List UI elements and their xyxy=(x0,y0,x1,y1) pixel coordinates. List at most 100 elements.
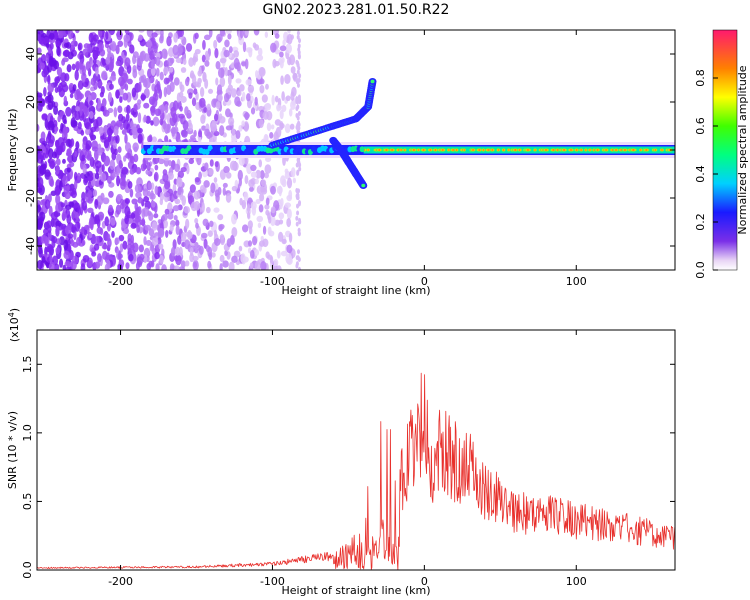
noise-speckle xyxy=(216,84,223,95)
noise-speckle xyxy=(284,168,289,174)
noise-speckle xyxy=(186,164,190,175)
noise-speckle xyxy=(278,219,284,225)
noise-speckle xyxy=(247,84,255,93)
noise-speckle xyxy=(154,83,161,94)
noise-speckle xyxy=(183,206,190,214)
noise-speckle xyxy=(172,113,178,124)
noise-speckle xyxy=(188,57,194,67)
noise-column-speckle xyxy=(298,219,302,225)
spectrogram-x-label: Height of straight line (km) xyxy=(281,284,430,297)
noise-speckle xyxy=(81,191,86,202)
noise-speckle xyxy=(77,80,84,90)
noise-column-speckle xyxy=(297,231,301,237)
noise-speckle xyxy=(244,58,249,70)
noise-speckle xyxy=(117,105,123,113)
noise-speckle xyxy=(203,180,210,188)
noise-speckle xyxy=(199,184,206,193)
noise-column-speckle xyxy=(297,159,301,165)
noise-speckle xyxy=(61,59,66,66)
noise-speckle xyxy=(137,133,143,144)
noise-speckle xyxy=(120,181,126,190)
noise-speckle xyxy=(228,261,235,270)
noise-speckle xyxy=(153,173,158,181)
noise-speckle xyxy=(94,214,100,222)
noise-speckle xyxy=(236,100,242,107)
noise-speckle xyxy=(284,123,291,134)
noise-speckle xyxy=(213,207,220,213)
noise-speckle xyxy=(57,30,64,39)
noise-speckle xyxy=(250,201,257,210)
noise-speckle xyxy=(138,81,142,93)
noise-speckle xyxy=(200,114,206,125)
noise-speckle xyxy=(215,77,219,86)
figure-title: GN02.2023.281.01.50.R22 xyxy=(263,2,450,18)
carrier-peak-dot xyxy=(587,148,593,152)
noise-speckle xyxy=(38,211,46,222)
carrier-blob xyxy=(359,146,365,153)
carrier-peak-dot xyxy=(416,148,421,152)
noise-speckle xyxy=(123,34,131,43)
noise-speckle xyxy=(256,54,264,61)
noise-speckle xyxy=(233,57,240,69)
noise-speckle xyxy=(241,91,246,102)
noise-speckle xyxy=(82,254,90,263)
noise-speckle xyxy=(290,100,296,110)
noise-speckle xyxy=(216,33,223,43)
noise-speckle xyxy=(254,44,260,51)
noise-speckle xyxy=(115,204,122,215)
noise-speckle xyxy=(160,30,164,38)
carrier-peak-dot xyxy=(629,148,638,152)
noise-speckle xyxy=(45,53,49,62)
carrier-peak-dot xyxy=(481,148,486,152)
noise-speckle xyxy=(258,119,264,128)
noise-speckle xyxy=(281,57,285,64)
noise-speckle xyxy=(74,69,79,81)
noise-speckle xyxy=(107,127,113,137)
noise-speckle xyxy=(107,91,112,103)
noise-speckle xyxy=(151,59,155,69)
noise-speckle xyxy=(246,203,251,213)
noise-speckle xyxy=(188,231,193,239)
noise-speckle xyxy=(222,260,229,268)
noise-speckle xyxy=(180,67,187,73)
carrier-peak-dot xyxy=(642,148,650,152)
noise-speckle xyxy=(201,65,205,72)
noise-speckle xyxy=(155,67,160,77)
noise-speckle xyxy=(288,232,293,243)
snr-x-tick-label: -100 xyxy=(260,575,285,588)
noise-speckle xyxy=(86,175,94,182)
noise-speckle xyxy=(248,226,253,235)
noise-speckle xyxy=(88,46,93,54)
noise-speckle xyxy=(62,175,69,185)
noise-speckle xyxy=(97,147,103,156)
noise-speckle xyxy=(219,254,225,263)
noise-speckle xyxy=(87,153,92,160)
noise-speckle xyxy=(188,92,193,99)
noise-speckle xyxy=(227,33,232,40)
noise-speckle xyxy=(74,110,81,121)
noise-speckle xyxy=(91,251,97,257)
noise-speckle xyxy=(60,223,67,230)
carrier-peak-dot xyxy=(439,148,446,152)
noise-speckle xyxy=(201,201,205,213)
noise-speckle xyxy=(281,91,285,102)
spectrogram-y-label: Frequency (Hz) xyxy=(6,109,19,192)
noise-speckle xyxy=(64,73,70,82)
noise-speckle xyxy=(189,184,196,193)
noise-speckle xyxy=(115,44,120,55)
noise-speckle xyxy=(152,43,158,53)
noise-speckle xyxy=(62,49,70,57)
noise-speckle xyxy=(140,94,147,101)
noise-speckle xyxy=(168,159,172,167)
noise-speckle xyxy=(231,226,238,238)
noise-speckle xyxy=(248,179,255,188)
noise-speckle xyxy=(118,250,122,262)
noise-speckle xyxy=(256,215,264,223)
noise-speckle xyxy=(206,53,210,61)
noise-column-speckle xyxy=(296,115,300,121)
noise-speckle xyxy=(162,169,168,176)
noise-speckle xyxy=(131,126,138,136)
noise-speckle xyxy=(230,88,237,98)
noise-speckle xyxy=(85,61,92,72)
